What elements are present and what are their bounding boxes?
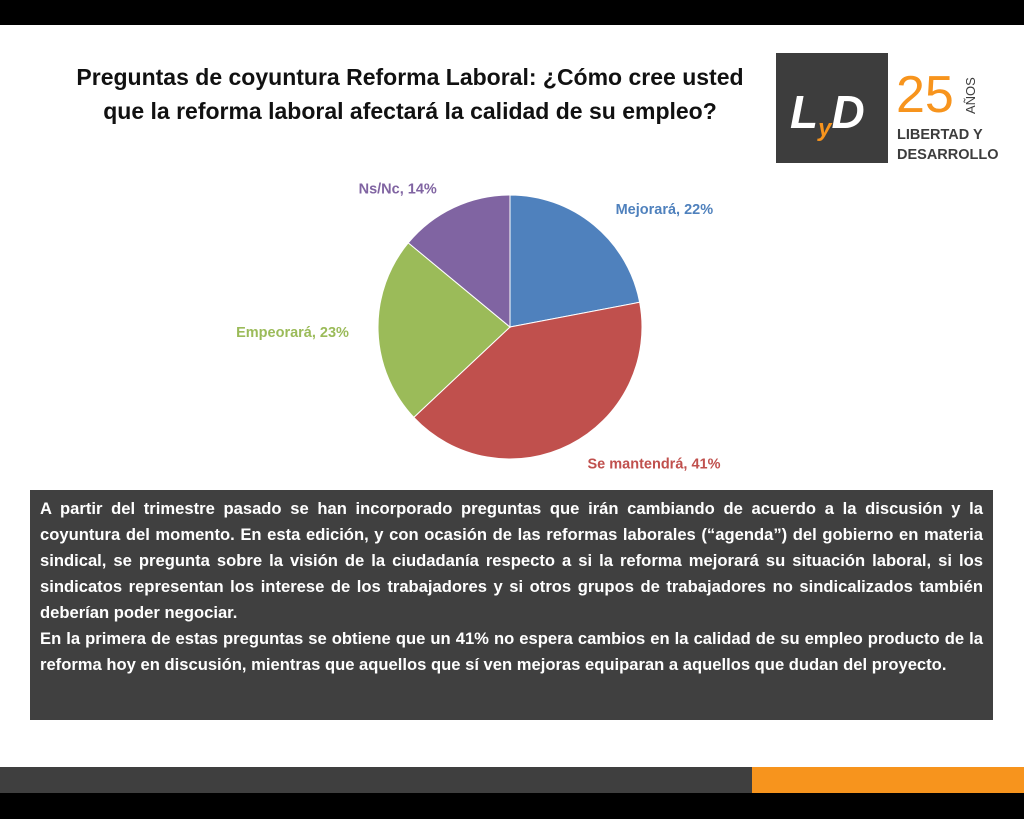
pie-slice xyxy=(407,194,511,329)
logo-years: AÑOS xyxy=(963,77,978,114)
data-label: Ns/Nc, 14% xyxy=(359,181,437,197)
data-label: Mejorará, 22% xyxy=(616,202,714,218)
data-label: Empeorará, 23% xyxy=(236,325,349,341)
text-box: A partir del trimestre pasado se han inc… xyxy=(30,490,993,720)
chart-title: que la reforma laboral afectará la calid… xyxy=(103,98,717,124)
logo-mark: LyD xyxy=(790,86,865,142)
logo-number: 25 xyxy=(896,66,954,124)
pie-slice xyxy=(377,242,511,419)
top-bar xyxy=(0,0,1024,25)
chart-title: Preguntas de coyuntura Reforma Laboral: … xyxy=(76,64,744,90)
logo-name: DESARROLLO xyxy=(897,147,999,163)
data-label: Se mantendrá, 41% xyxy=(588,456,721,472)
pie-slice xyxy=(413,301,643,460)
paragraph: A partir del trimestre pasado se han inc… xyxy=(40,499,983,622)
logo-letter: y xyxy=(817,115,833,142)
logo-letter: D xyxy=(831,86,864,138)
logo-letter: L xyxy=(790,86,818,138)
paragraph: En la primera de estas preguntas se obti… xyxy=(40,629,983,674)
logo-box xyxy=(776,53,888,163)
logo-name: LIBERTAD Y xyxy=(897,127,983,143)
bottom-bar xyxy=(0,793,1024,819)
pie-slice xyxy=(509,194,641,328)
footer-accent xyxy=(752,767,1024,793)
